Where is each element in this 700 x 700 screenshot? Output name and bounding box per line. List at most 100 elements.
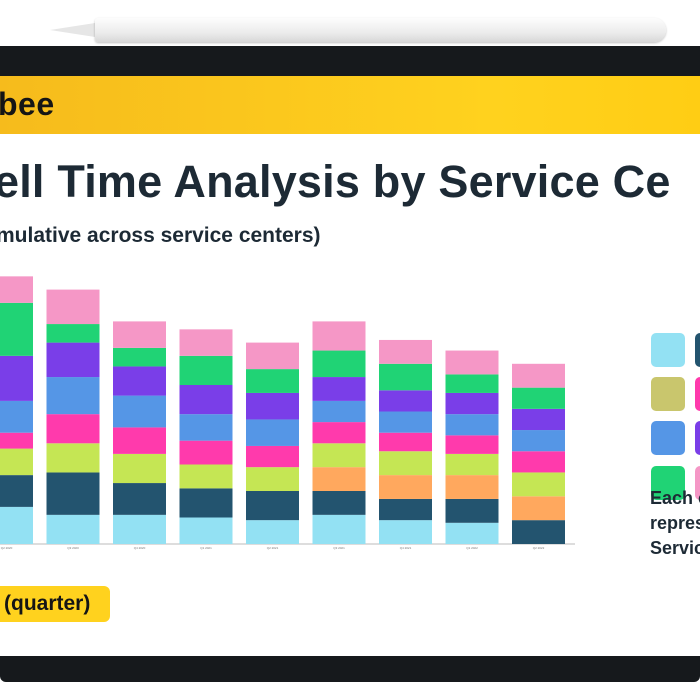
bar-segment [379, 498, 432, 521]
bar-segment [246, 445, 299, 468]
legend-swatch [695, 421, 700, 455]
x-tick-label: Q2 2021 [267, 546, 279, 550]
slide-title: ell Time Analysis by Service Ce [0, 156, 671, 207]
bar-segment [46, 342, 100, 378]
bar-segment [379, 520, 432, 544]
legend-swatch [651, 421, 685, 455]
bar-segment [312, 491, 366, 515]
bar-segment [179, 517, 233, 544]
legend-note-line-2: repres [650, 513, 700, 533]
bar-segment [179, 440, 233, 465]
legend-swatch [651, 466, 685, 500]
bar-segment [246, 520, 299, 544]
tablet-screen: bee ell Time Analysis by Service Ce mula… [0, 76, 700, 656]
bar-segment [0, 276, 33, 303]
bar-segment [445, 453, 499, 476]
bar-segment [379, 411, 432, 433]
bar-segment [113, 395, 166, 428]
bar-segment [246, 491, 299, 521]
legend-swatch [651, 377, 685, 411]
bar-segment [46, 377, 100, 415]
x-tick-label: Q4 2020 [134, 546, 146, 550]
bar-segment [0, 475, 33, 507]
bar-segment [312, 514, 366, 544]
bar-segment [246, 369, 299, 393]
bar-segment [512, 363, 565, 388]
bar-segment [46, 289, 100, 325]
bar-segment [46, 472, 100, 515]
x-axis-label-badge: (quarter) [0, 586, 110, 622]
pencil-body [95, 18, 666, 42]
bar-segment [312, 377, 366, 401]
bar-segment [246, 392, 299, 420]
bar-segment [512, 451, 565, 473]
bar-segment [0, 448, 33, 476]
slide-subtitle: mulative across service centers) [0, 224, 321, 247]
bar-segment [113, 366, 166, 396]
bar-segment [0, 400, 33, 433]
bar-segment [512, 408, 565, 431]
bar-segment [179, 355, 233, 385]
stacked-bar-chart: Q2 2020 Q3 2020 Q4 2020 Q1 2021 Q2 2021 Q3 20… [0, 276, 575, 550]
x-tick-label: Q1 2021 [200, 546, 212, 550]
bar-segment [512, 387, 565, 409]
bar-segment [46, 514, 100, 544]
legend-swatch [695, 377, 700, 411]
bar-segment [113, 514, 166, 544]
header-banner: bee [0, 76, 700, 134]
bar-segment [0, 506, 33, 544]
bar-segment [246, 419, 299, 446]
bar-segment [179, 488, 233, 518]
bar-segment [312, 443, 366, 468]
bar-segment [246, 342, 299, 370]
bar-segment [445, 498, 499, 523]
bar-segment [379, 363, 432, 391]
bar-segment [113, 347, 166, 367]
bar-segment [179, 385, 233, 415]
bar-segment [379, 432, 432, 452]
pencil-tip [50, 23, 95, 37]
bar-segment [312, 467, 366, 491]
legend-swatch [651, 333, 685, 367]
brand-logo-text: bee [0, 86, 55, 122]
bar-segment [312, 422, 366, 444]
tablet-frame: bee ell Time Analysis by Service Ce mula… [0, 46, 700, 682]
bar-segment [0, 432, 33, 449]
bar-segment [113, 321, 166, 348]
bar-segment [46, 414, 100, 444]
bar-segment [113, 483, 166, 515]
bar-segment [445, 522, 499, 544]
legend-swatch [695, 333, 700, 367]
bar-segment [312, 400, 366, 423]
x-tick-label: Q3 2020 [67, 546, 79, 550]
bar-segment [246, 467, 299, 491]
bar-segment [113, 453, 166, 484]
bar-segment [445, 392, 499, 415]
bar-segment [445, 475, 499, 499]
bar-segment [379, 451, 432, 476]
bar-segment [0, 302, 33, 356]
x-tick-label: Q3 2021 [333, 546, 345, 550]
x-axis-label: (quarter) [4, 592, 91, 615]
legend-note-line-1: Each c [650, 488, 700, 508]
bar-segment [312, 350, 366, 378]
legend-note-line-3: Servic [650, 538, 700, 558]
x-tick-label: Q1 2022 [466, 546, 478, 550]
bar-segment [379, 390, 432, 412]
bar-segment [179, 464, 233, 489]
bar-segment [445, 350, 499, 375]
bar-segment [445, 414, 499, 436]
bar-segment [512, 430, 565, 452]
x-tick-label: Q4 2021 [400, 546, 412, 550]
bar-segment [179, 329, 233, 356]
stylus-pencil [50, 18, 666, 42]
bar-segment [512, 472, 565, 497]
bar-segment [379, 475, 432, 499]
bar-segment [445, 435, 499, 454]
legend-swatch [695, 466, 700, 500]
x-tick-label: Q2 2022 [533, 546, 545, 550]
legend-note: Each c repres Servic [650, 486, 700, 561]
bar-segment [312, 321, 366, 351]
x-tick-label: Q2 2020 [1, 546, 13, 550]
bar-segment [512, 496, 565, 521]
